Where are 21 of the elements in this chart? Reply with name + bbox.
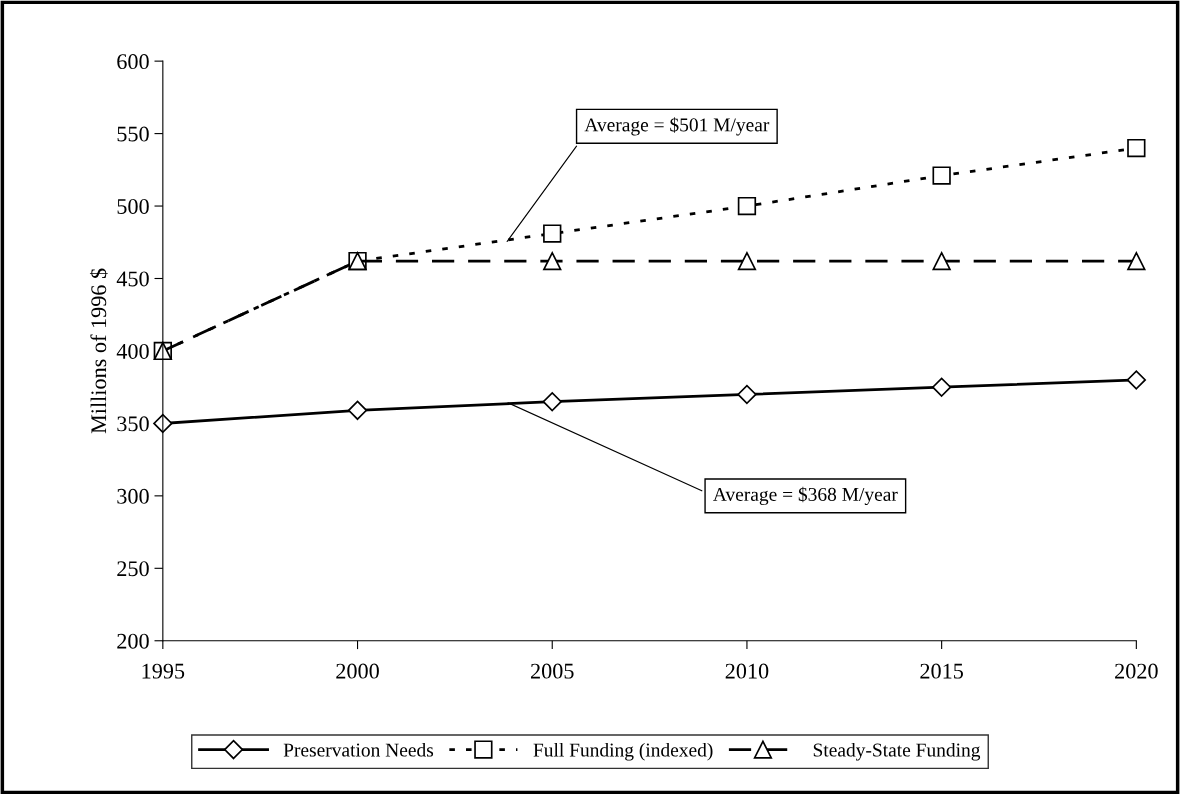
y-tick-label: 250 bbox=[117, 561, 149, 577]
x-tick-label: 1995 bbox=[142, 663, 185, 679]
x-tick-label: 2020 bbox=[1115, 663, 1158, 679]
y-axis-title: Millions of 1996 $ bbox=[89, 268, 108, 434]
y-tick-label: 450 bbox=[116, 271, 149, 287]
annotation: Average = $368 M/year bbox=[713, 486, 898, 505]
x-tick-label: 2005 bbox=[530, 663, 574, 679]
legend-label: Full Funding (indexed) bbox=[533, 742, 713, 761]
legend-label: Preservation Needs bbox=[283, 742, 434, 757]
y-tick-label: 500 bbox=[117, 198, 149, 214]
y-tick-label: 400 bbox=[116, 343, 149, 359]
x-tick-label: 2010 bbox=[725, 663, 769, 679]
x-tick-label: 2000 bbox=[336, 663, 379, 679]
annotation: Average = $501 M/year bbox=[584, 117, 770, 136]
y-tick-label: 550 bbox=[117, 126, 149, 142]
legend-label: Steady-State Funding bbox=[813, 742, 981, 761]
y-tick-label: 350 bbox=[117, 416, 149, 432]
y-tick-label: 200 bbox=[117, 633, 149, 649]
y-tick-label: 300 bbox=[117, 488, 149, 504]
x-tick-label: 2015 bbox=[920, 663, 963, 679]
y-tick-label: 600 bbox=[117, 54, 149, 70]
